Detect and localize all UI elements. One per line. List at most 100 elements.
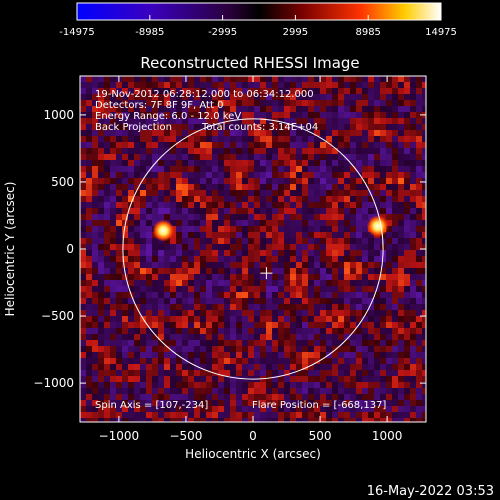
map-cell — [266, 406, 272, 412]
map-cell — [266, 124, 272, 130]
map-cell — [146, 178, 152, 184]
map-cell — [80, 280, 86, 286]
map-cell — [218, 94, 224, 100]
map-cell — [248, 76, 254, 82]
map-cell — [422, 406, 426, 412]
map-cell — [416, 418, 422, 422]
map-cell — [320, 262, 326, 268]
map-cell — [182, 388, 188, 394]
map-cell — [278, 94, 284, 100]
map-cell — [164, 184, 170, 190]
map-cell — [284, 124, 290, 130]
map-cell — [296, 130, 302, 136]
map-cell — [116, 346, 122, 352]
map-cell — [224, 208, 230, 214]
map-cell — [110, 328, 116, 334]
map-cell — [386, 412, 392, 418]
map-cell — [284, 136, 290, 142]
map-cell — [236, 94, 242, 100]
map-cell — [284, 88, 290, 94]
map-cell — [104, 322, 110, 328]
map-cell — [422, 160, 426, 166]
map-cell — [272, 244, 278, 250]
map-cell — [398, 118, 404, 124]
map-cell — [122, 106, 128, 112]
map-cell — [284, 280, 290, 286]
map-cell — [296, 298, 302, 304]
map-cell — [362, 388, 368, 394]
map-cell — [230, 184, 236, 190]
map-cell — [368, 202, 374, 208]
map-cell — [194, 202, 200, 208]
map-cell — [122, 202, 128, 208]
map-cell — [284, 94, 290, 100]
map-cell — [386, 106, 392, 112]
map-cell — [368, 184, 374, 190]
map-cell — [158, 352, 164, 358]
map-cell — [254, 190, 260, 196]
map-cell — [410, 364, 416, 370]
map-cell — [158, 208, 164, 214]
map-cell — [80, 208, 86, 214]
map-cell — [254, 112, 260, 118]
map-cell — [410, 214, 416, 220]
map-cell — [314, 292, 320, 298]
map-cell — [212, 304, 218, 310]
map-cell — [140, 166, 146, 172]
map-cell — [398, 286, 404, 292]
map-cell — [152, 400, 158, 406]
map-cell — [152, 208, 158, 214]
map-cell — [314, 346, 320, 352]
map-cell — [332, 370, 338, 376]
map-cell — [260, 286, 266, 292]
map-cell — [374, 142, 380, 148]
map-cell — [146, 124, 152, 130]
map-cell — [302, 328, 308, 334]
map-cell — [350, 298, 356, 304]
map-cell — [308, 154, 314, 160]
map-cell — [158, 382, 164, 388]
map-cell — [314, 220, 320, 226]
map-cell — [416, 118, 422, 124]
map-cell — [170, 118, 176, 124]
colorbar: -14975 -8985 -2995 2995 8985 14975 — [59, 2, 457, 38]
map-cell — [146, 400, 152, 406]
map-cell — [194, 412, 200, 418]
map-cell — [266, 172, 272, 178]
map-cell — [410, 118, 416, 124]
map-cell — [188, 178, 194, 184]
map-cell — [254, 286, 260, 292]
map-cell — [356, 340, 362, 346]
map-cell — [254, 406, 260, 412]
map-cell — [158, 346, 164, 352]
map-cell — [92, 172, 98, 178]
map-cell — [80, 376, 86, 382]
map-cell — [272, 400, 278, 406]
map-cell — [392, 118, 398, 124]
map-cell — [392, 130, 398, 136]
map-cell — [332, 352, 338, 358]
map-cell — [350, 418, 356, 422]
map-cell — [134, 178, 140, 184]
map-cell — [98, 400, 104, 406]
map-cell — [122, 196, 128, 202]
map-cell — [230, 298, 236, 304]
map-cell — [104, 106, 110, 112]
map-cell — [188, 124, 194, 130]
map-cell — [332, 388, 338, 394]
map-cell — [368, 178, 374, 184]
map-cell — [368, 244, 374, 250]
map-cell — [368, 328, 374, 334]
map-cell — [314, 232, 320, 238]
map-cell — [86, 310, 92, 316]
map-cell — [236, 178, 242, 184]
map-cell — [176, 232, 182, 238]
map-cell — [212, 208, 218, 214]
map-cell — [86, 172, 92, 178]
map-cell — [158, 196, 164, 202]
map-cell — [152, 406, 158, 412]
map-cell — [140, 220, 146, 226]
map-cell — [350, 394, 356, 400]
map-cell — [272, 358, 278, 364]
map-cell — [164, 214, 170, 220]
